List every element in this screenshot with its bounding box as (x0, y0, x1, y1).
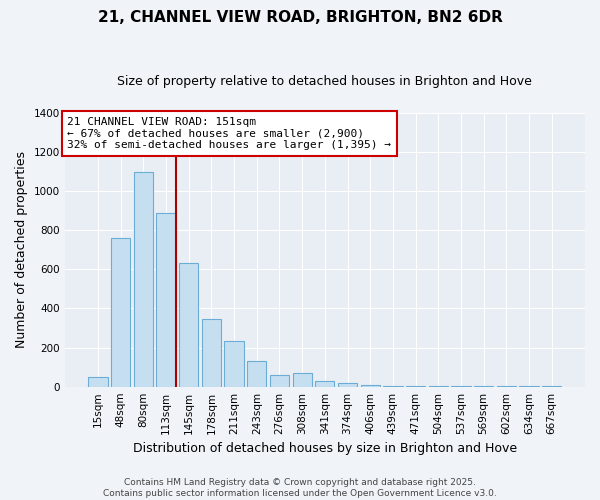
Title: Size of property relative to detached houses in Brighton and Hove: Size of property relative to detached ho… (118, 75, 532, 88)
Bar (111, 238, 130, 386)
Bar (179, 264, 199, 386)
Bar (224, 342, 244, 386)
Bar (157, 212, 176, 386)
X-axis label: Distribution of detached houses by size in Brighton and Hove: Distribution of detached houses by size … (133, 442, 517, 455)
Text: 21, CHANNEL VIEW ROAD, BRIGHTON, BN2 6DR: 21, CHANNEL VIEW ROAD, BRIGHTON, BN2 6DR (98, 10, 502, 25)
Bar (315, 381, 334, 386)
Text: 21 CHANNEL VIEW ROAD: 151sqm
← 67% of detached houses are smaller (2,900)
32% of: 21 CHANNEL VIEW ROAD: 151sqm ← 67% of de… (67, 117, 391, 150)
Bar (88, 377, 107, 386)
Text: Contains HM Land Registry data © Crown copyright and database right 2025.
Contai: Contains HM Land Registry data © Crown c… (103, 478, 497, 498)
Bar (202, 319, 221, 386)
Bar (247, 361, 266, 386)
Y-axis label: Number of detached properties: Number of detached properties (15, 151, 28, 348)
Bar (293, 373, 312, 386)
Bar (361, 384, 380, 386)
Bar (338, 383, 357, 386)
Bar (134, 172, 153, 386)
Bar (270, 374, 289, 386)
